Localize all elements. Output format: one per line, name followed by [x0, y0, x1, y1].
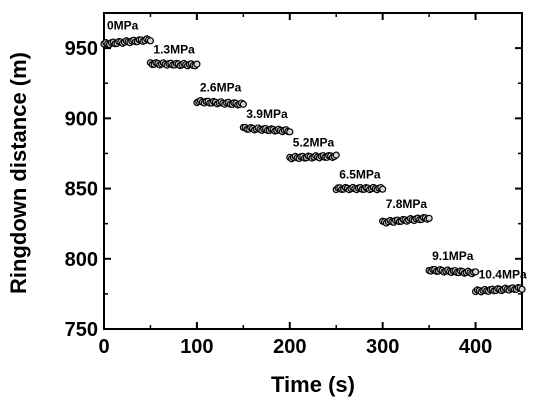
- data-points: [100, 35, 526, 296]
- x-tick-label: 200: [273, 336, 306, 358]
- data-point: [332, 151, 340, 159]
- segment-label: 0MPa: [107, 19, 139, 33]
- data-point: [239, 100, 247, 108]
- y-tick-label: 850: [65, 179, 98, 201]
- segment-label: 6.5MPa: [339, 168, 381, 182]
- data-point: [425, 214, 433, 222]
- segment-label: 2.6MPa: [200, 81, 242, 95]
- segment-label: 10.4MPa: [479, 267, 527, 281]
- y-tick-label: 800: [65, 249, 98, 271]
- segment-label: 7.8MPa: [386, 197, 428, 211]
- segment-label: 5.2MPa: [293, 135, 335, 149]
- y-tick-label: 750: [65, 319, 98, 341]
- data-point: [379, 185, 387, 193]
- segment-label: 3.9MPa: [246, 107, 288, 121]
- y-axis-title: Ringdown distance (m): [6, 52, 31, 294]
- y-tick-label: 950: [65, 38, 98, 60]
- x-tick-label: 400: [459, 336, 492, 358]
- segment-label: 1.3MPa: [153, 43, 195, 57]
- data-point: [146, 37, 155, 45]
- data-point: [471, 268, 480, 276]
- segment-label: 9.1MPa: [432, 249, 474, 263]
- x-axis-title: Time (s): [271, 372, 355, 397]
- plot-frame: [103, 12, 523, 330]
- x-tick-label: 100: [180, 336, 213, 358]
- segment-labels: 0MPa 1.3MPa 2.6MPa 3.9MPa 5.2MPa 6.5MPa 7.8MPa…: [107, 19, 527, 282]
- data-point: [518, 285, 526, 293]
- x-tick-label: 300: [366, 336, 399, 358]
- y-tick-label: 900: [65, 108, 98, 130]
- x-tick-label: 0: [98, 336, 109, 358]
- data-point: [193, 60, 201, 68]
- axes: 0 100 200 300 400 750 800 850 900 950: [65, 12, 523, 358]
- data-point: [286, 128, 294, 136]
